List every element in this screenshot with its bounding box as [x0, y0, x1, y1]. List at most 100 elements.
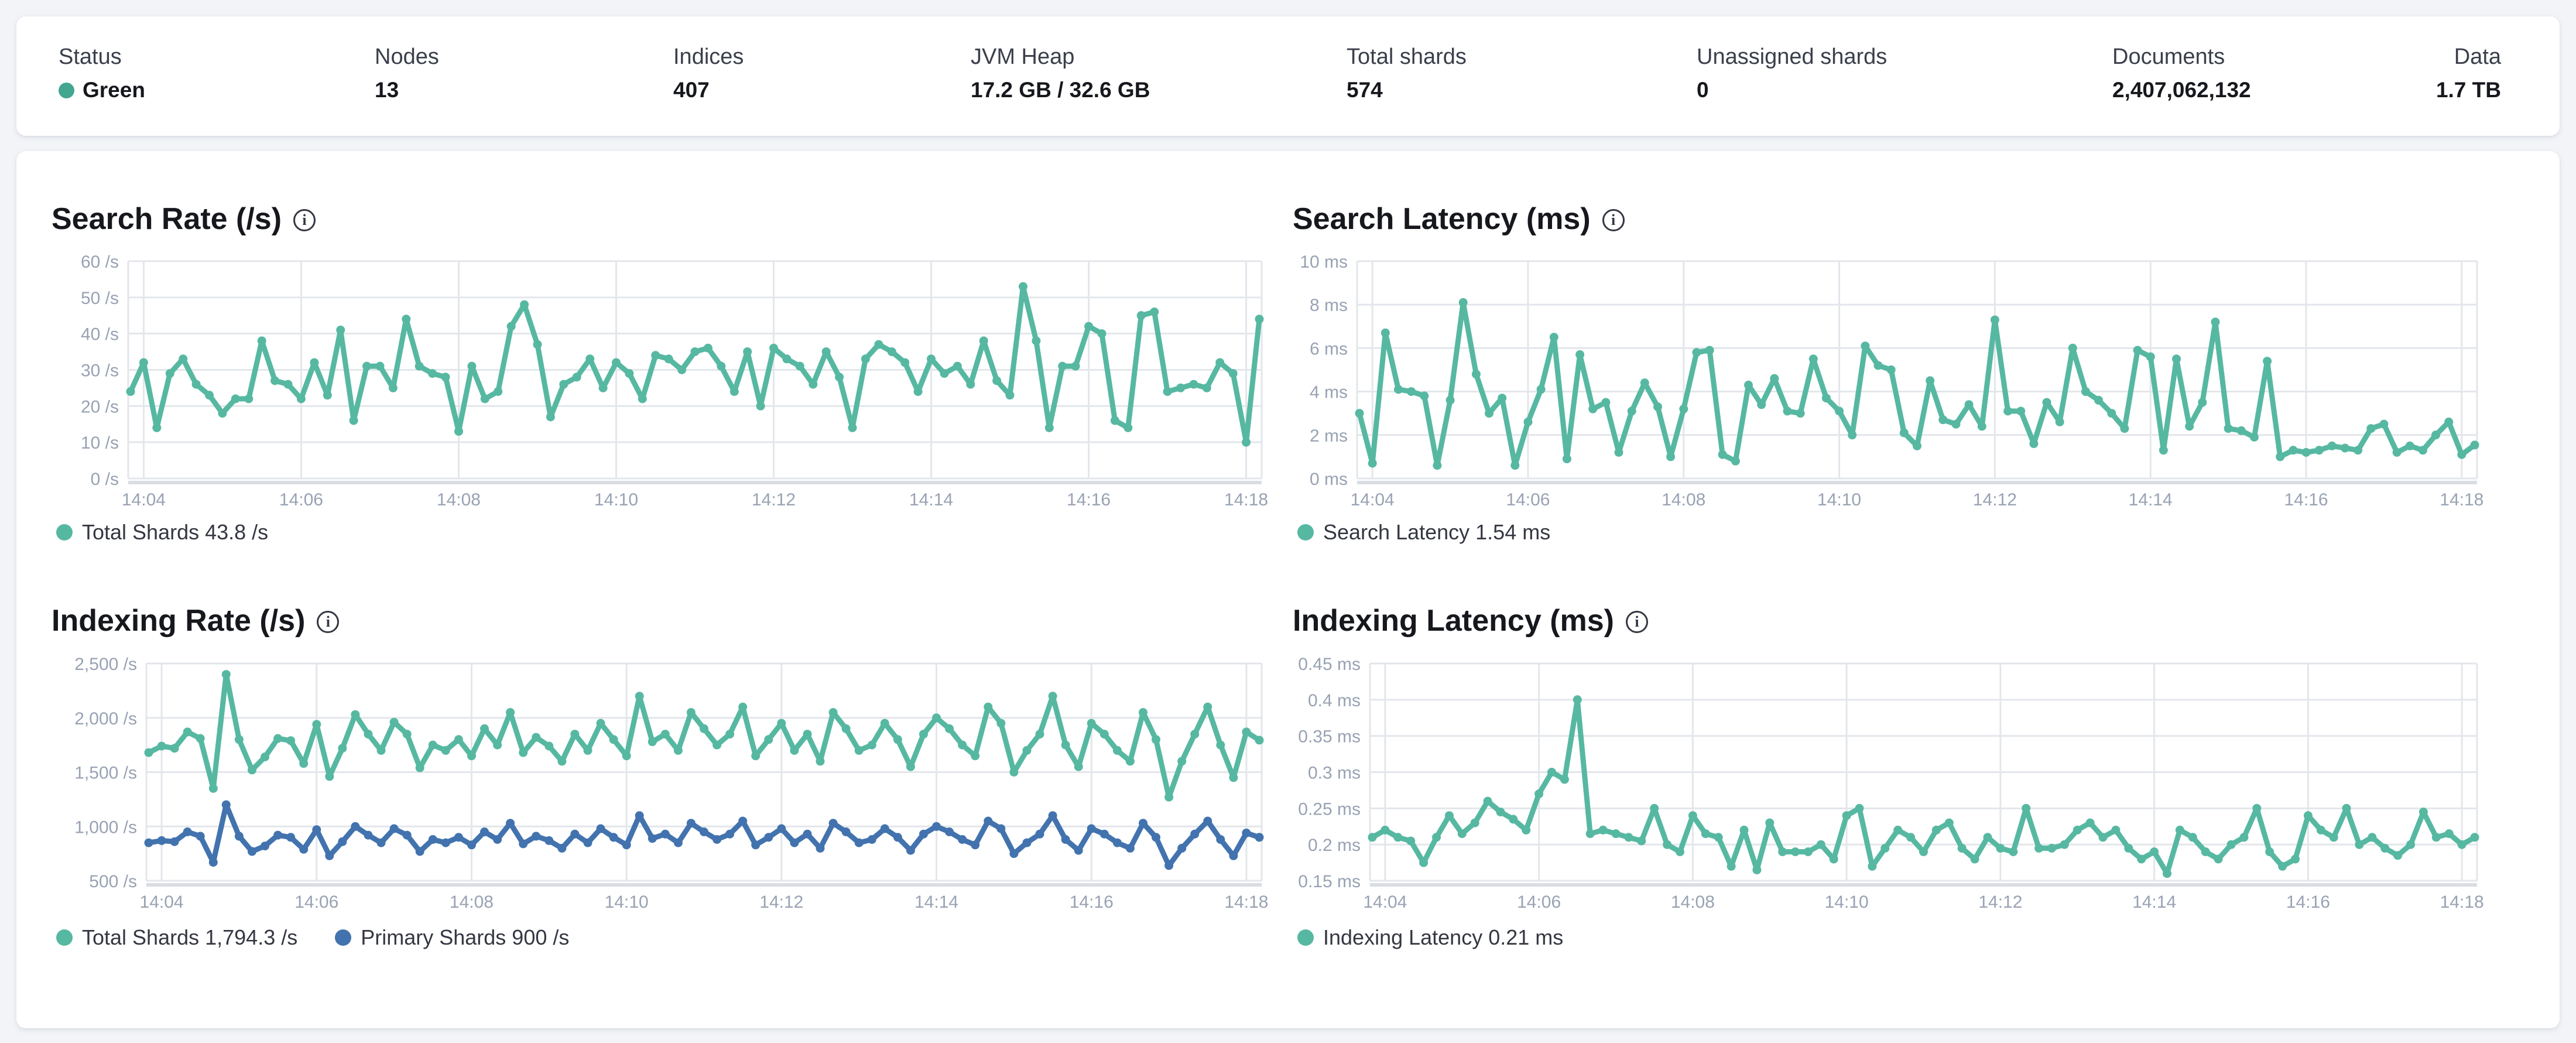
indexing-latency-legend: Indexing Latency 0.21 ms	[1297, 925, 1563, 950]
search-latency-title: Search Latency (ms) i	[1293, 201, 1625, 237]
svg-text:14:14: 14:14	[2132, 892, 2176, 912]
legend-item[interactable]: Search Latency 1.54 ms	[1297, 520, 1550, 545]
svg-text:10 ms: 10 ms	[1300, 252, 1348, 272]
svg-text:14:04: 14:04	[140, 892, 184, 912]
svg-text:2,500 /s: 2,500 /s	[74, 655, 137, 674]
svg-text:0.35 ms: 0.35 ms	[1298, 727, 1361, 747]
stat-unassigned-shards-value: 0	[1697, 78, 1709, 102]
stat-documents-label: Documents	[2112, 45, 2225, 69]
stat-nodes-value: 13	[375, 78, 399, 102]
stat-indices-value: 407	[673, 78, 710, 102]
svg-text:14:06: 14:06	[1517, 892, 1561, 912]
indexing-rate-title: Indexing Rate (/s) i	[52, 603, 340, 638]
indexing-latency-chart[interactable]: 0.45 ms 0.4 ms 0.35 ms 0.3 ms 0.25 ms 0.2 ms 0…	[1276, 638, 2488, 919]
svg-text:14:10: 14:10	[1817, 490, 1861, 509]
svg-text:14:08: 14:08	[1671, 892, 1715, 912]
search-rate-legend: Total Shards 43.8 /s	[56, 520, 268, 545]
svg-text:10 /s: 10 /s	[81, 433, 119, 453]
legend-item[interactable]: Indexing Latency 0.21 ms	[1297, 925, 1563, 950]
info-icon[interactable]: i	[1602, 209, 1625, 231]
svg-text:14:06: 14:06	[279, 490, 323, 509]
svg-text:14:14: 14:14	[2129, 490, 2173, 509]
info-icon[interactable]: i	[293, 209, 316, 231]
svg-text:14:14: 14:14	[909, 490, 953, 509]
svg-text:14:12: 14:12	[1973, 490, 2017, 509]
svg-text:60 /s: 60 /s	[81, 252, 119, 272]
svg-text:0.2 ms: 0.2 ms	[1308, 836, 1361, 855]
legend-item[interactable]: Primary Shards 900 /s	[335, 925, 569, 950]
svg-text:6 ms: 6 ms	[1310, 339, 1348, 358]
info-icon[interactable]: i	[1626, 611, 1648, 633]
svg-text:500 /s: 500 /s	[89, 872, 137, 891]
stat-status-label: Status	[59, 45, 122, 69]
legend-label: Search Latency 1.54 ms	[1323, 520, 1551, 544]
health-status-dot-icon	[59, 82, 74, 98]
stat-data: Data 1.7 TB	[2436, 43, 2501, 103]
legend-dot-icon	[1297, 524, 1314, 541]
svg-text:14:14: 14:14	[914, 892, 958, 912]
svg-text:14:16: 14:16	[2284, 490, 2328, 509]
svg-text:14:06: 14:06	[1506, 490, 1550, 509]
svg-text:0.15 ms: 0.15 ms	[1298, 872, 1361, 891]
stat-data-value: 1.7 TB	[2435, 78, 2501, 102]
svg-text:0.25 ms: 0.25 ms	[1298, 799, 1361, 819]
stat-documents: Documents 2,407,062,132	[2112, 43, 2251, 103]
svg-text:1,000 /s: 1,000 /s	[74, 818, 137, 837]
stat-jvm-heap-label: JVM Heap	[971, 45, 1075, 69]
legend-dot-icon	[56, 524, 73, 541]
svg-text:14:08: 14:08	[437, 490, 481, 509]
svg-text:14:18: 14:18	[1224, 892, 1268, 912]
svg-text:14:16: 14:16	[1070, 892, 1114, 912]
stat-status: Status Green	[59, 43, 145, 103]
svg-text:30 /s: 30 /s	[81, 361, 119, 381]
svg-text:14:06: 14:06	[294, 892, 338, 912]
search-latency-legend: Search Latency 1.54 ms	[1297, 520, 1550, 545]
svg-text:0.45 ms: 0.45 ms	[1298, 655, 1361, 674]
legend-label: Indexing Latency 0.21 ms	[1323, 925, 1564, 949]
svg-text:50 /s: 50 /s	[81, 289, 119, 308]
stat-jvm-heap: JVM Heap 17.2 GB / 32.6 GB	[971, 43, 1150, 103]
svg-text:14:18: 14:18	[1224, 490, 1268, 509]
indexing-latency-title-text: Indexing Latency (ms)	[1293, 604, 1614, 638]
legend-label: Primary Shards 900 /s	[361, 925, 570, 949]
svg-text:14:10: 14:10	[594, 490, 638, 509]
stat-total-shards-value: 574	[1347, 78, 1383, 102]
svg-text:14:12: 14:12	[759, 892, 803, 912]
svg-text:40 /s: 40 /s	[81, 325, 119, 344]
indexing-rate-title-text: Indexing Rate (/s)	[52, 604, 306, 638]
svg-text:2,000 /s: 2,000 /s	[74, 709, 137, 729]
info-icon[interactable]: i	[317, 611, 340, 633]
search-rate-chart[interactable]: 60 /s 50 /s 40 /s 30 /s 20 /s 10 /s 0 /s14:04 1…	[35, 234, 1288, 509]
stat-unassigned-shards: Unassigned shards 0	[1697, 43, 1887, 103]
svg-text:14:12: 14:12	[1978, 892, 2022, 912]
svg-text:20 /s: 20 /s	[81, 397, 119, 416]
stat-indices: Indices 407	[673, 43, 744, 103]
legend-dot-icon	[335, 929, 352, 946]
svg-text:14:04: 14:04	[122, 490, 166, 509]
search-latency-title-text: Search Latency (ms)	[1293, 202, 1591, 236]
svg-text:14:08: 14:08	[450, 892, 494, 912]
svg-text:14:10: 14:10	[1825, 892, 1869, 912]
stat-indices-label: Indices	[673, 45, 744, 69]
legend-item[interactable]: Total Shards 1,794.3 /s	[56, 925, 297, 950]
legend-item[interactable]: Total Shards 43.8 /s	[56, 520, 268, 545]
stat-jvm-heap-value: 17.2 GB / 32.6 GB	[971, 78, 1150, 102]
svg-text:0 /s: 0 /s	[91, 470, 119, 489]
legend-dot-icon	[56, 929, 73, 946]
stat-unassigned-shards-label: Unassigned shards	[1697, 45, 1888, 69]
search-rate-title-text: Search Rate (/s)	[52, 202, 282, 236]
search-rate-title: Search Rate (/s) i	[52, 201, 316, 237]
svg-text:14:18: 14:18	[2440, 892, 2484, 912]
stat-status-text: Green	[83, 78, 145, 102]
svg-text:1,500 /s: 1,500 /s	[74, 764, 137, 783]
svg-text:2 ms: 2 ms	[1310, 426, 1348, 446]
indexing-rate-legend: Total Shards 1,794.3 /s Primary Shards 90…	[56, 925, 569, 950]
stat-data-label: Data	[2454, 45, 2501, 69]
svg-text:4 ms: 4 ms	[1310, 383, 1348, 402]
svg-text:14:10: 14:10	[605, 892, 649, 912]
svg-text:0.3 ms: 0.3 ms	[1308, 764, 1361, 783]
stat-total-shards: Total shards 574	[1347, 43, 1467, 103]
